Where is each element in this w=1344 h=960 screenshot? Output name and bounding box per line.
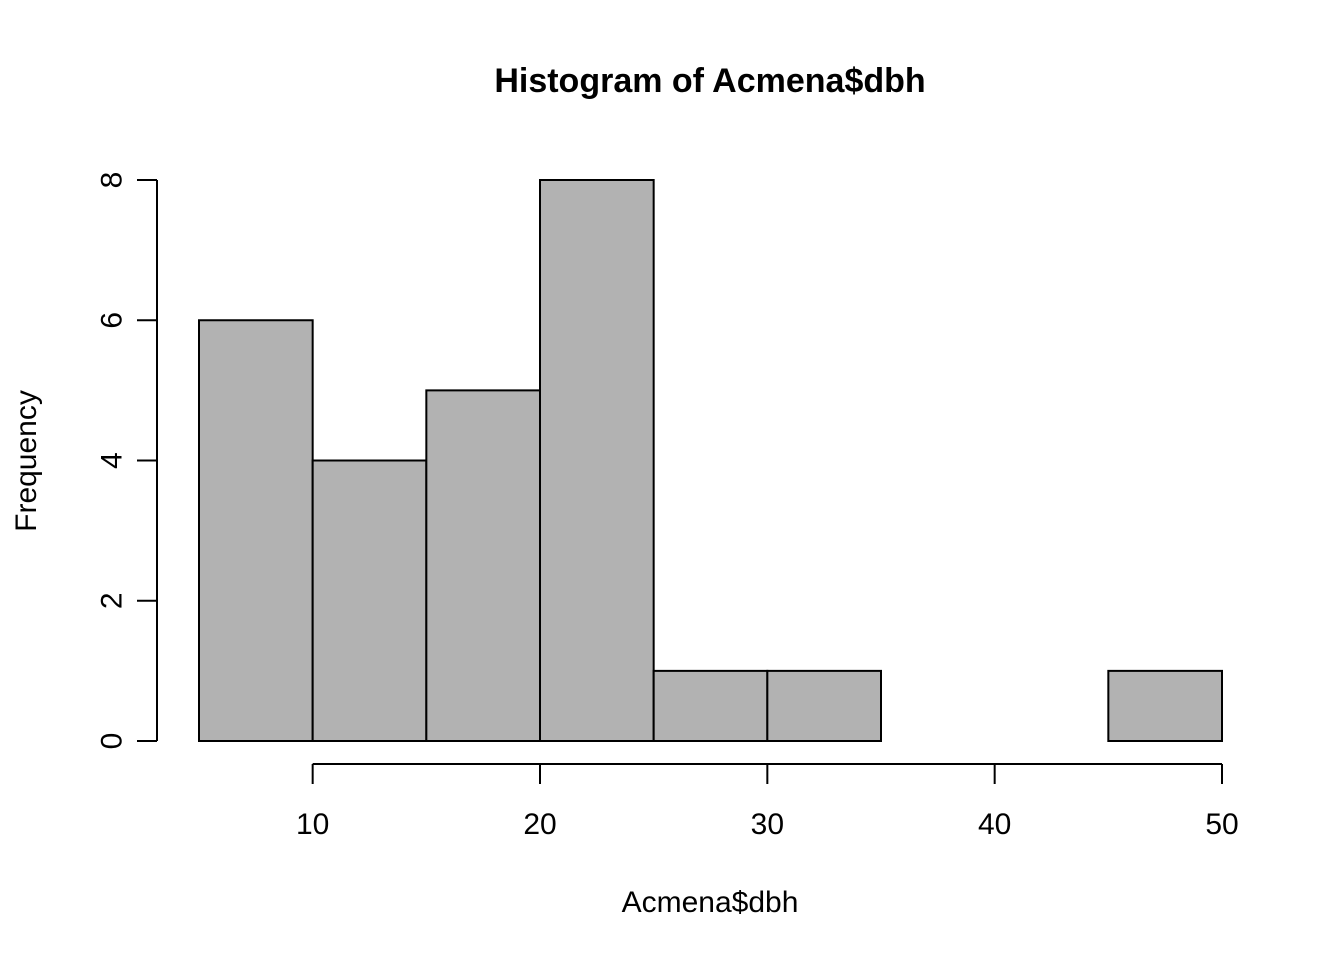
x-tick-label-4: 50 — [1205, 808, 1238, 841]
y-tick-label-1: 2 — [96, 592, 129, 609]
histogram-bar-4 — [652, 669, 769, 742]
bars-group — [198, 179, 1224, 742]
histogram-bar-2 — [425, 389, 542, 742]
x-axis-label: Acmena$dbh — [622, 886, 799, 919]
y-axis-label: Frequency — [10, 390, 43, 532]
x-axis: 10 20 30 40 50 — [296, 763, 1239, 841]
x-tick-label-0: 10 — [296, 808, 329, 841]
y-tick-label-3: 6 — [96, 312, 129, 329]
histogram-bar-5 — [766, 669, 882, 742]
y-tick-label-0: 0 — [96, 733, 129, 750]
chart-title: Histogram of Acmena$dbh — [494, 62, 925, 100]
y-tick-label-4: 8 — [96, 172, 129, 189]
x-tick-label-3: 40 — [978, 808, 1011, 841]
x-tick-label-2: 30 — [751, 808, 784, 841]
histogram-bar-3 — [539, 179, 655, 742]
y-tick-label-2: 4 — [96, 452, 129, 469]
histogram-bar-8 — [1107, 669, 1224, 742]
histogram-bar-1 — [311, 459, 428, 742]
y-axis: 0 2 4 6 8 — [96, 172, 158, 750]
x-tick-label-1: 20 — [523, 808, 556, 841]
histogram-bar-0 — [198, 319, 314, 742]
